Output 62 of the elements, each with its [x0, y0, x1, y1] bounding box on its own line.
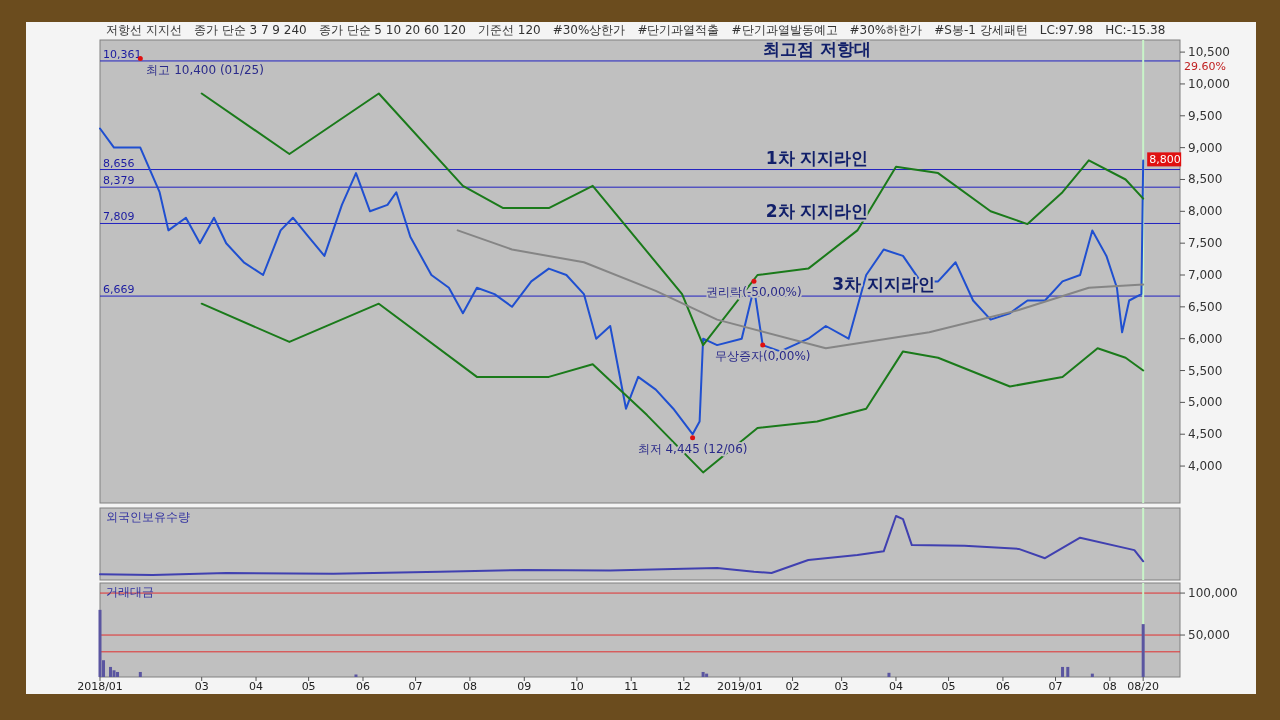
x-tick-label: 05 — [941, 680, 956, 693]
chart-title: 거래대금 — [106, 585, 154, 599]
chart-title: 외국인보유수량 — [106, 510, 190, 524]
y-tick-label: 100,000 — [1188, 586, 1238, 601]
annotation: 3차 지지라인 — [832, 274, 936, 295]
x-tick-label: 11 — [624, 680, 639, 693]
text: #30%상한가 — [552, 23, 626, 37]
y-tick-label: 7,500 — [1188, 236, 1223, 251]
x-tick-label: 10 — [569, 680, 584, 693]
annotation: 2차 지지라인 — [765, 201, 869, 222]
x-tick-label: 2019/01 — [717, 680, 763, 693]
x-tick-label: 06 — [355, 680, 370, 693]
annotation: 무상증자(0,00%) — [714, 349, 811, 364]
x-tick-label: 03 — [834, 680, 849, 693]
x-tick-label: 03 — [194, 680, 209, 693]
x-tick-label: 07 — [408, 680, 423, 693]
ref-line-label: 6,669 — [103, 283, 135, 297]
text: 저항선 지지선 — [106, 23, 182, 37]
ref-line-label: 8,656 — [103, 156, 135, 170]
data-label: 8,800 — [1149, 153, 1181, 167]
text: HC:-15.38 — [1105, 23, 1166, 37]
x-tick-label: 04 — [249, 680, 264, 693]
x-tick-label: 07 — [1048, 680, 1063, 693]
ref-line-label: 8,379 — [103, 174, 135, 188]
annotation: 최고 10,400 (01/25) — [146, 63, 264, 78]
text: 기준선 120 — [477, 23, 541, 37]
y-tick-label: 8,000 — [1188, 204, 1223, 219]
y-tick-label: 5,000 — [1188, 395, 1223, 410]
y-tick-label: 6,000 — [1188, 331, 1223, 346]
y-tick-label: 4,000 — [1188, 459, 1223, 474]
x-tick-label: 04 — [888, 680, 903, 693]
text: 종가 단순 3 7 9 240 — [193, 23, 307, 37]
y-tick-label: 8,500 — [1188, 172, 1223, 187]
y-tick-label: 6,500 — [1188, 299, 1223, 314]
text: #30%하한가 — [849, 23, 923, 37]
x-tick-label: 02 — [785, 680, 800, 693]
x-tick-label: 08 — [1102, 680, 1117, 693]
text: 종가 단순 5 10 20 60 120 — [318, 23, 466, 37]
ref-line-label: 7,809 — [103, 210, 135, 224]
x-tick-label: 2018/01 — [77, 680, 123, 693]
x-tick-label: 12 — [676, 680, 691, 693]
y-tick-label: 9,000 — [1188, 140, 1223, 155]
y-tick-label: 5,500 — [1188, 363, 1223, 378]
x-tick-label: 06 — [995, 680, 1010, 693]
y-tick-label: 9,500 — [1188, 108, 1223, 123]
y-tick-label: 4,500 — [1188, 427, 1223, 442]
text: #단기과열발동예고 — [731, 23, 838, 37]
x-tick-label: 08 — [462, 680, 477, 693]
y-tick-label: 10,500 — [1188, 45, 1230, 60]
y-tick-label: 7,000 — [1188, 268, 1223, 282]
x-tick-label: 05 — [301, 680, 316, 693]
ref-line-label: 10,361 — [103, 47, 142, 61]
x-tick-label: 08/20 — [1127, 680, 1160, 693]
x-tick-label: 09 — [517, 680, 532, 693]
annotation: 1차 지지라인 — [765, 147, 869, 168]
text: LC:97.98 — [1039, 23, 1094, 37]
text: 29.60% — [1184, 60, 1226, 73]
annotation: 최고점 저항대 — [763, 38, 872, 59]
text: #S봉-1 강세패턴 — [934, 23, 1028, 37]
y-tick-label: 50,000 — [1188, 628, 1230, 643]
text: #단기과열적출 — [637, 23, 720, 37]
y-tick-label: 10,000 — [1188, 76, 1230, 91]
